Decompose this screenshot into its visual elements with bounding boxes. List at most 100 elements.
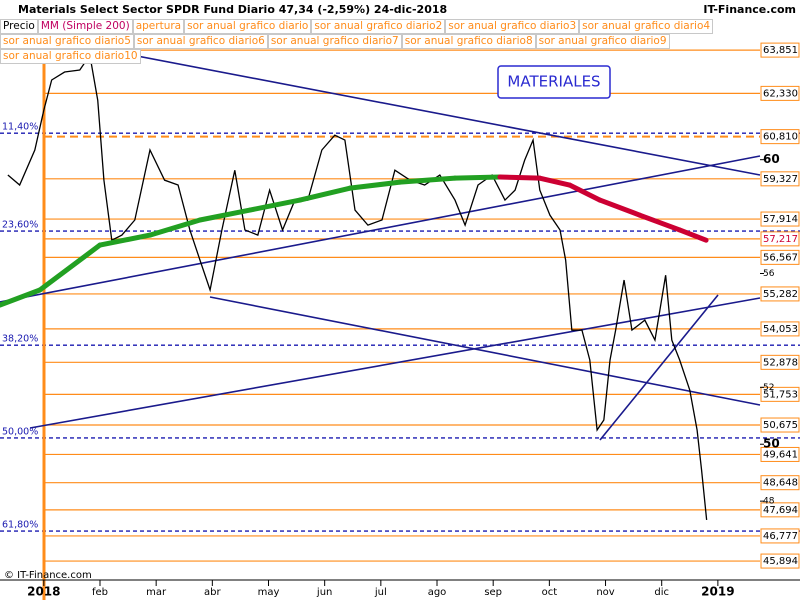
level-label: 48,648 [763, 478, 798, 489]
fib-label: 61,80% [2, 520, 38, 531]
x-tick-label: oct [542, 587, 558, 598]
legend: Precio MM (Simple 200) apertura sor anual g… [0, 19, 760, 64]
level-label-box [760, 171, 800, 187]
level-label: 49,641 [763, 449, 798, 460]
legend-entry: sor anual grafico diario2 [311, 19, 446, 34]
legend-entry: Precio [0, 19, 38, 34]
level-label-box [760, 502, 800, 518]
ma-segment [497, 174, 543, 181]
level-label-box [760, 42, 800, 58]
ma-segment [677, 227, 709, 243]
x-tick-label: 2019 [701, 585, 734, 599]
legend-entry: sor anual grafico diario9 [535, 34, 670, 49]
ma-segment [452, 174, 503, 181]
y-tick-label: 60 [763, 152, 780, 166]
fib-label: 11,40% [2, 122, 38, 133]
level-label: 47,694 [763, 505, 798, 516]
legend-entry: sor anual grafico diario [184, 19, 312, 34]
level-label: 46,777 [763, 531, 798, 542]
y-tick-label: 52 [763, 383, 774, 393]
legend-entry: sor anual grafico diario10 [0, 49, 141, 64]
level-label: 57,217 [763, 234, 798, 245]
footer: © IT-Finance.com [4, 570, 92, 581]
level-label: 45,894 [763, 556, 798, 567]
level-label: 52,878 [763, 357, 798, 368]
fib-label: 38,20% [2, 334, 38, 345]
trend-line [94, 47, 761, 176]
level-label-box [760, 129, 800, 145]
legend-entry: sor anual grafico diario8 [401, 34, 536, 49]
ma-segment [97, 232, 153, 248]
level-label-box [760, 85, 800, 101]
level-label-box [760, 553, 800, 569]
x-tick-label: may [258, 587, 280, 598]
legend-entry: MM (Simple 200) [37, 19, 133, 34]
title: Materials Select Sector SPDR Fund Diario… [18, 3, 448, 16]
ma-segment [197, 207, 253, 223]
trend-line [29, 297, 761, 429]
x-tick-label: nov [596, 587, 614, 598]
ma-segment [347, 179, 403, 191]
legend-entry: sor anual grafico diario7 [267, 34, 402, 49]
level-label-box [760, 321, 800, 337]
trend-lines [0, 47, 761, 441]
ma-segment [0, 287, 43, 308]
x-tick-label: jun [316, 587, 332, 598]
x-tick-label: sep [484, 587, 502, 598]
level-label-box [760, 475, 800, 491]
source: IT-Finance.com [703, 3, 796, 16]
level-label: 62,330 [763, 88, 798, 99]
ma-segment [37, 242, 103, 293]
level-label: 54,053 [763, 324, 798, 335]
ma-segment [397, 175, 458, 185]
level-label: 55,282 [763, 289, 798, 300]
level-label-box [760, 249, 800, 265]
ma-segment [297, 185, 353, 203]
level-label: 63,851 [763, 45, 798, 56]
x-tick-label: mar [146, 587, 167, 598]
y-tick-label: 50 [763, 437, 780, 451]
level-label-box [760, 386, 800, 402]
legend-entry: sor anual grafico diario3 [445, 19, 580, 34]
ma-segment [567, 182, 603, 203]
level-label: 60,810 [763, 132, 798, 143]
ma-segment [537, 175, 573, 188]
level-label: 57,914 [763, 214, 798, 225]
x-tick-label: feb [92, 587, 108, 598]
annotation-box [497, 65, 611, 99]
price-line [7, 53, 708, 520]
ma-segment [637, 212, 683, 233]
level-label-box [760, 528, 800, 544]
annotation: MATERIALES [507, 73, 600, 91]
x-tick-label: ago [428, 587, 447, 598]
trend-line [209, 296, 761, 406]
y-tick-label: 56 [763, 269, 775, 279]
legend-entry: sor anual grafico diario6 [133, 34, 268, 49]
level-label-box [760, 231, 800, 247]
y-tick-label: 48 [763, 497, 775, 507]
levels [0, 49, 800, 562]
level-label-box [760, 354, 800, 370]
level-label-box [760, 417, 800, 433]
ma-segment [597, 197, 643, 218]
x-tick-label: 2018 [27, 585, 60, 599]
trend-line [0, 155, 761, 303]
ma-segment [247, 197, 303, 213]
fib-label: 23,60% [2, 220, 38, 231]
fib-label: 50,00% [2, 426, 38, 437]
level-label-box [760, 446, 800, 462]
axes: 63,851 62,330 60,810 59,327 57,914 57,217 56,5… [0, 42, 800, 599]
x-tick-label: dic [654, 587, 669, 598]
x-tick-label: jul [374, 587, 387, 598]
trend-line [599, 294, 719, 441]
level-label: 59,327 [763, 174, 798, 185]
header: Materials Select Sector SPDR Fund Diario… [0, 0, 800, 19]
legend-entry: sor anual grafico diario4 [579, 19, 714, 34]
series [0, 53, 709, 520]
legend-entry: apertura [132, 19, 185, 34]
level-label-box [760, 211, 800, 227]
legend-entry: sor anual grafico diario5 [0, 34, 134, 49]
level-label: 50,675 [763, 420, 798, 431]
